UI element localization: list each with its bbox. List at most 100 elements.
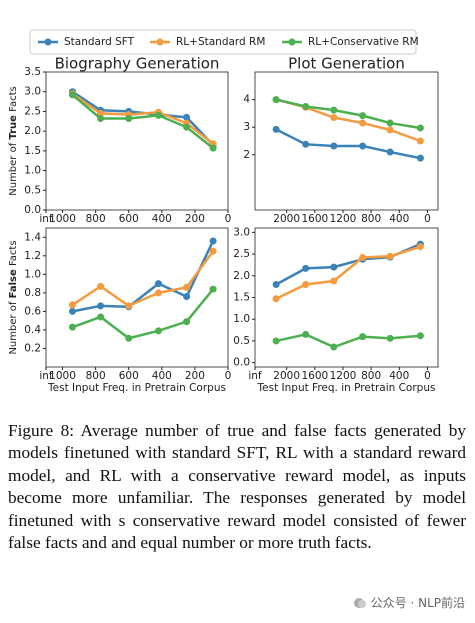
x-tick-label: 2000 [273, 213, 300, 225]
data-point [386, 148, 394, 156]
data-point [416, 154, 424, 162]
x-tick-label: 800 [86, 370, 106, 382]
data-point [155, 327, 163, 335]
data-point [330, 114, 338, 122]
data-point [386, 119, 394, 127]
legend-marker [156, 38, 164, 46]
y-tick-label: 3.0 [24, 86, 41, 98]
figure: Standard SFT RL+Standard RM RL+Conservativ… [8, 29, 439, 394]
y-tick-label: 0.0 [233, 357, 250, 369]
data-point [330, 277, 338, 285]
data-point [183, 318, 191, 326]
y-tick-label: 1.0 [24, 268, 41, 280]
series-line [71, 250, 215, 308]
data-point [155, 289, 163, 297]
data-point [272, 337, 280, 345]
x-tick-label: 800 [361, 213, 381, 225]
x-tick-label: 400 [389, 370, 409, 382]
data-point [183, 283, 191, 291]
data-point [302, 103, 310, 110]
data-point [330, 106, 338, 114]
x-tick-label: 1000 [49, 370, 76, 382]
y-tick-label: 0.0 [24, 204, 41, 216]
chart-title: Biography Generation [55, 55, 220, 73]
x-tick-label: 0 [424, 370, 431, 382]
series-line [275, 98, 421, 130]
data-point [359, 119, 367, 127]
data-point [272, 295, 280, 303]
y-tick-label: 1.0 [24, 165, 41, 177]
series-line [71, 93, 214, 150]
plot-area [45, 227, 229, 368]
y-tick-label: 1.2 [24, 250, 41, 262]
y-tick-label: 2.5 [24, 105, 41, 117]
x-tick-label: 1200 [330, 213, 357, 225]
watermark-text: 公众号 · NLP前沿 [370, 596, 465, 610]
x-tick-label: 1600 [301, 213, 328, 225]
data-point [416, 243, 424, 251]
data-point [302, 280, 310, 288]
data-point [330, 343, 338, 351]
x-tick-label: inf [39, 370, 53, 382]
series-line [72, 288, 215, 340]
series-line [275, 242, 421, 286]
x-tick-label: 200 [185, 213, 205, 225]
legend-label: RL+Conservative RM [308, 36, 419, 48]
series-line [275, 333, 421, 349]
data-point [97, 313, 105, 321]
data-point [155, 111, 163, 119]
x-tick-label: 200 [185, 370, 205, 382]
y-tick-label: 3 [243, 121, 250, 133]
x-tick-label: 0 [225, 213, 232, 225]
data-point [330, 142, 338, 150]
data-point [68, 307, 76, 315]
data-point [272, 125, 280, 133]
data-point [183, 293, 191, 301]
data-point [330, 263, 338, 271]
x-tick-label: 400 [152, 370, 172, 382]
y-tick-label: 0.2 [24, 342, 41, 354]
data-point [272, 96, 280, 104]
data-point [386, 252, 394, 260]
y-axis-label-part: Number of [8, 140, 19, 196]
data-point [302, 140, 310, 148]
x-tick-label: 800 [361, 370, 381, 382]
y-tick-label: 0.8 [24, 287, 41, 299]
y-tick-label: 1.5 [233, 292, 250, 304]
data-point [68, 323, 76, 331]
legend-label: Standard SFT [64, 36, 135, 48]
data-point [97, 115, 105, 123]
y-tick-label: 2.5 [233, 248, 250, 260]
series-line [275, 245, 421, 300]
data-point [416, 332, 424, 340]
x-tick-label: 1600 [301, 370, 328, 382]
y-axis-label-part: Facts [8, 86, 19, 115]
data-point [416, 124, 424, 132]
x-tick-label: 1000 [49, 213, 76, 225]
data-point [183, 113, 191, 121]
y-axis-label: Number of True Facts [8, 86, 19, 196]
data-point [97, 282, 105, 290]
data-point [125, 302, 133, 310]
data-point [359, 142, 367, 150]
data-point [97, 302, 105, 310]
plot-area [45, 71, 229, 211]
series-line [71, 92, 214, 145]
data-point [416, 137, 424, 145]
data-point [272, 280, 280, 288]
series-line [71, 90, 215, 146]
wechat-icon [353, 597, 366, 608]
x-tick-label: 1200 [330, 370, 357, 382]
data-point [302, 330, 310, 338]
y-tick-label: 3.0 [233, 226, 250, 238]
y-tick-label: 0.4 [24, 324, 41, 336]
x-axis-label: Test Input Freq. in Pretrain Corpus [47, 382, 226, 394]
plot-area [254, 71, 439, 211]
caption: Figure 8: Average number of true and fal… [8, 421, 466, 553]
y-axis-label-part: False [8, 269, 19, 298]
x-tick-label: 400 [389, 213, 409, 225]
x-tick-label: 800 [86, 213, 106, 225]
y-tick-label: 4 [243, 94, 250, 106]
x-tick-label: 2000 [273, 370, 300, 382]
data-point [209, 285, 217, 293]
